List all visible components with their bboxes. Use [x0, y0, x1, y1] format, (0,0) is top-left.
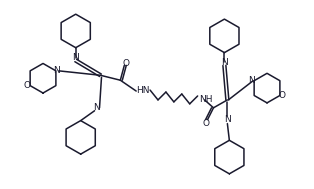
Text: O: O — [202, 119, 209, 128]
Text: N: N — [53, 66, 60, 75]
Text: N: N — [224, 115, 231, 124]
Text: N: N — [221, 58, 228, 67]
Text: N: N — [93, 103, 100, 112]
Text: O: O — [279, 91, 285, 100]
Text: HN: HN — [136, 86, 150, 94]
Text: N: N — [248, 76, 255, 85]
Text: N: N — [72, 53, 79, 62]
Text: NH: NH — [199, 95, 212, 104]
Text: O: O — [24, 81, 31, 90]
Text: O: O — [123, 59, 130, 68]
